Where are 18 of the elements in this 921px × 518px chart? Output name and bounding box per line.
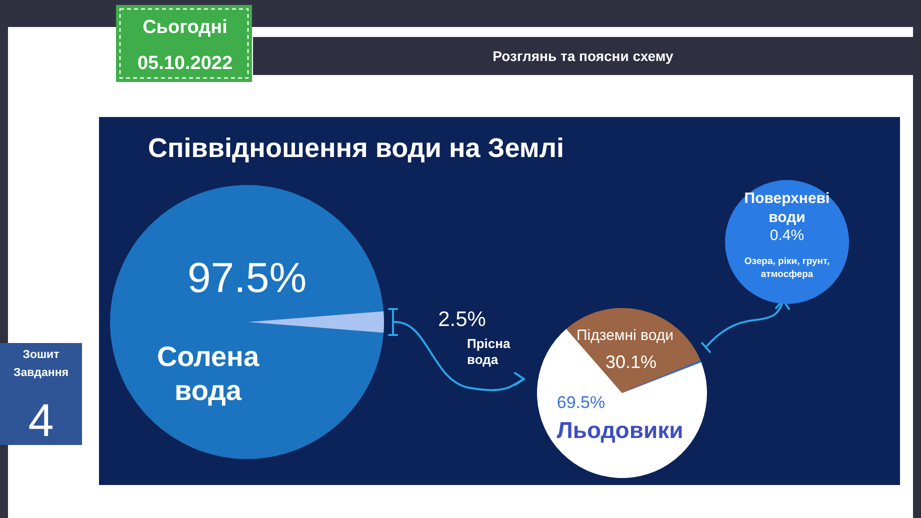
data-label: 30.1% xyxy=(605,352,657,372)
text: 05.10.2022 xyxy=(137,53,233,74)
data-label: 2.5% xyxy=(438,308,486,331)
text: Зошит xyxy=(22,349,60,361)
data-label: 97.5% xyxy=(187,254,307,301)
slice-label: Льодовики xyxy=(556,417,684,443)
text: 4 xyxy=(28,394,54,446)
slice-label: Прісна вода xyxy=(467,336,511,367)
slice-label: Підземні води xyxy=(576,327,674,344)
data-label: 69.5% xyxy=(556,393,606,412)
chart-title: Співвідношення води на Землі xyxy=(148,133,564,163)
text: 0.4% xyxy=(770,227,804,244)
text: Розглянь та поясни схему xyxy=(492,48,674,64)
text: Озера, ріки, грунт, атмосфера xyxy=(744,256,830,280)
text: Сьогодні xyxy=(142,17,228,38)
slice-label: Солена вода xyxy=(156,341,260,406)
text: Поверхневі води xyxy=(744,190,830,226)
text: Завдання xyxy=(14,367,68,379)
